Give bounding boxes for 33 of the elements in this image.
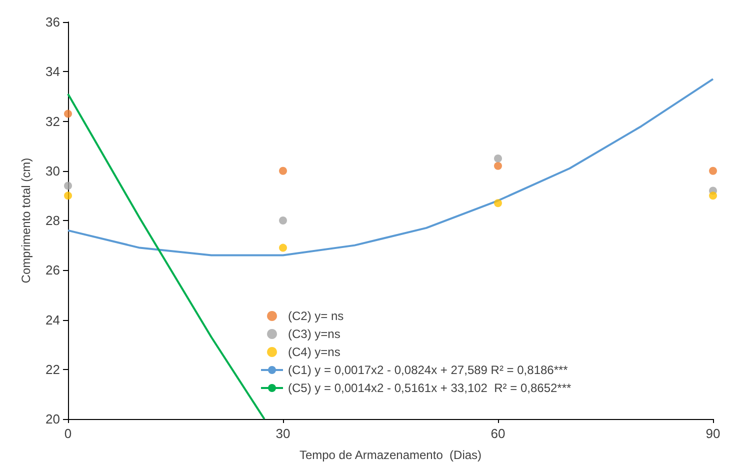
point (709, 192, 717, 200)
x-tick-label: 30 (276, 426, 290, 441)
y-tick-label: 24 (46, 312, 60, 328)
point (494, 154, 502, 162)
y-tick-label: 36 (46, 14, 60, 30)
point (64, 182, 72, 190)
x-tick-label: 60 (490, 426, 506, 441)
y-tick-label: 34 (46, 64, 60, 80)
y-tick-label: 22 (46, 362, 60, 377)
y-axis-title: Comprimento total (cm) (19, 158, 33, 284)
point (494, 199, 502, 208)
point (279, 166, 287, 175)
legend-label: (C3) y=ns (288, 327, 340, 341)
point (279, 244, 287, 252)
legend-label: (C4) y=ns (288, 345, 340, 359)
y-tick-label: 26 (46, 262, 60, 278)
y-tick-label: 32 (46, 114, 60, 129)
x-tick-label: 90 (706, 426, 720, 441)
legend-label: (C2) y= ns (288, 309, 344, 323)
y-tick-label: 20 (46, 412, 60, 426)
point (709, 166, 717, 175)
x-tick-label: 0 (64, 426, 72, 441)
legend-label: (C5) y = 0,0014x2 - 0,5161x + 33,102 R² = 0,8652*** (288, 381, 572, 395)
x-axis-title: Tempo de Armazenamento (Dias) (299, 448, 482, 462)
y-tick-label: 30 (46, 163, 60, 178)
legend-label: (C1) y = 0,0017x2 - 0,0824x + 27,589 R² = 0,8186*** (288, 363, 568, 377)
point (494, 162, 502, 170)
y-tick-label: 28 (46, 213, 60, 228)
line-series (67, 92, 266, 420)
line-series (67, 78, 714, 256)
point (64, 110, 72, 118)
point (64, 192, 72, 200)
point (279, 216, 287, 224)
